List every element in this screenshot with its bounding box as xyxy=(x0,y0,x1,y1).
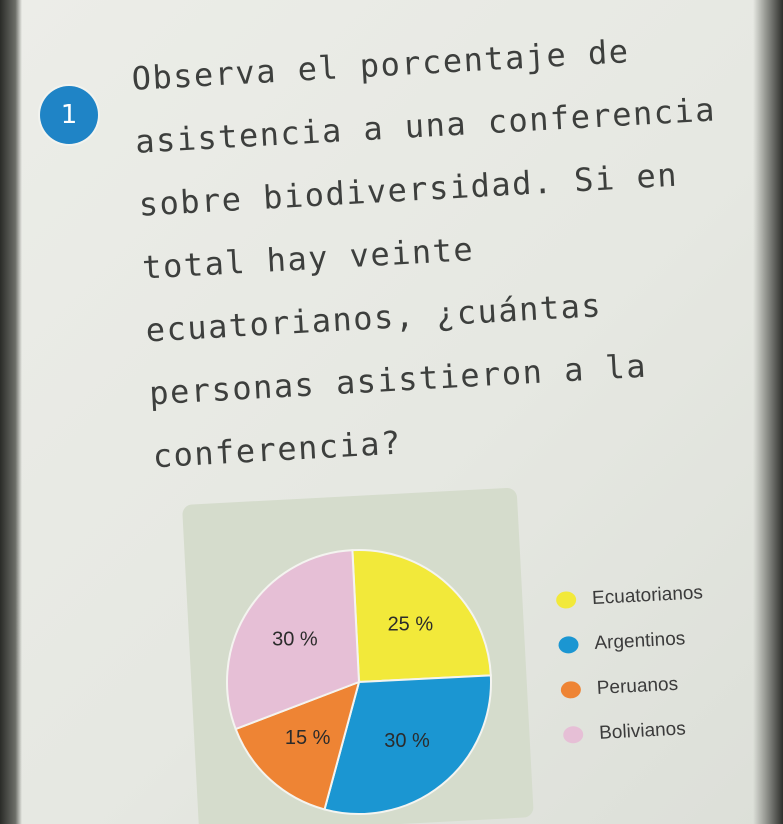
pie-label-ecuatorianos: 25 % xyxy=(388,614,434,636)
pie-slice-ecuatorianos xyxy=(351,549,492,684)
legend-label-argentinos: Argentinos xyxy=(593,627,686,654)
legend-swatch-peruanos xyxy=(560,680,582,699)
legend-label-bolivianos: Bolivianos xyxy=(598,717,687,744)
pie-slice-argentinos xyxy=(323,674,492,815)
legend-label-ecuatorianos: Ecuatorianos xyxy=(591,581,704,609)
exercise-number-badge: 1 xyxy=(40,86,98,144)
pie-label-bolivianos: 30 % xyxy=(272,628,318,650)
chart-legend: Ecuatorianos Argentinos Peruanos Bolivia… xyxy=(555,568,754,758)
question-text: Observa el porcentaje de asistencia a un… xyxy=(130,14,764,488)
pie-label-argentinos: 30 % xyxy=(384,730,430,752)
legend-swatch-bolivianos xyxy=(562,725,584,744)
pie-slice-peruanos xyxy=(234,680,361,811)
device-left-edge xyxy=(0,0,22,824)
pie-chart: 25 % 30 % 15 % 30 % xyxy=(226,549,492,815)
device-right-edge xyxy=(753,0,783,824)
legend-swatch-ecuatorianos xyxy=(555,590,577,609)
textbook-page: 1 Observa el porcentaje de asistencia a … xyxy=(10,0,755,824)
pie-label-peruanos: 15 % xyxy=(285,727,331,749)
pie-slice-bolivianos xyxy=(226,549,361,731)
legend-swatch-argentinos xyxy=(558,635,579,654)
legend-label-peruanos: Peruanos xyxy=(596,673,679,699)
